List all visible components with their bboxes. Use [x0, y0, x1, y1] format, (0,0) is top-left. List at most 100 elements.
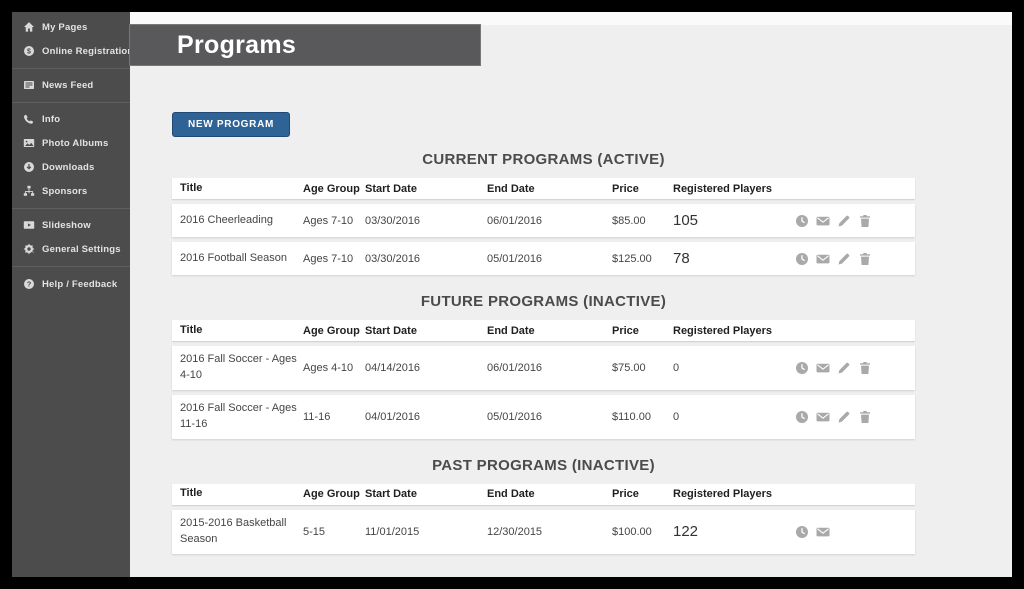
sidebar-item-photo-albums[interactable]: Photo Albums — [12, 131, 130, 155]
edit-icon[interactable] — [837, 214, 851, 228]
sidebar: My Pages $ Online Registration News Feed… — [12, 12, 134, 577]
table-row: 2015-2016 Basketball Season 5-15 11/01/2… — [172, 509, 915, 554]
column-header-title: Title — [180, 323, 203, 336]
column-header-start-date: Start Date — [365, 182, 417, 195]
email-icon[interactable] — [816, 361, 830, 375]
home-icon — [21, 21, 36, 33]
section-heading: PAST PROGRAMS (INACTIVE) — [432, 456, 655, 474]
email-icon[interactable] — [816, 525, 830, 539]
delete-icon[interactable] — [858, 410, 872, 424]
cell-start-date: 04/01/2016 — [365, 410, 421, 423]
sidebar-divider — [12, 208, 130, 209]
column-header-title: Title — [180, 487, 203, 500]
clock-icon[interactable] — [795, 410, 809, 424]
delete-icon[interactable] — [858, 252, 872, 266]
cell-title: 2015-2016 Basketball Season — [180, 516, 287, 545]
section-past-programs: PAST PROGRAMS (INACTIVE) Title Age Group… — [172, 457, 915, 554]
delete-icon[interactable] — [858, 214, 872, 228]
cell-age-group: 5-15 — [303, 525, 326, 538]
cell-price: $85.00 — [612, 214, 646, 227]
sidebar-item-label: Info — [42, 113, 61, 125]
delete-icon[interactable] — [858, 361, 872, 375]
column-header-price: Price — [612, 182, 639, 195]
sidebar-item-sponsors[interactable]: Sponsors — [12, 179, 130, 203]
sidebar-item-general-settings[interactable]: General Settings — [12, 237, 130, 261]
column-header-start-date: Start Date — [365, 324, 417, 337]
clock-icon[interactable] — [795, 252, 809, 266]
cell-age-group: 11-16 — [303, 410, 331, 423]
table-header-row: Title Age Group Start Date End Date Pric… — [172, 483, 915, 505]
phone-icon — [21, 113, 36, 125]
sidebar-item-label: Photo Albums — [42, 137, 109, 149]
section-future-programs: FUTURE PROGRAMS (INACTIVE) Title Age Gro… — [172, 293, 915, 439]
cell-registered-players: 78 — [673, 250, 690, 267]
new-program-button[interactable]: NEW PROGRAM — [172, 112, 291, 137]
dollar-circle-icon: $ — [21, 45, 36, 57]
cell-title: 2016 Football Season — [180, 251, 288, 264]
cell-price: $110.00 — [612, 410, 651, 423]
cell-start-date: 11/01/2015 — [365, 525, 420, 538]
row-actions — [795, 410, 872, 424]
cell-start-date: 03/30/2016 — [365, 214, 421, 227]
cell-start-date: 04/14/2016 — [365, 361, 421, 374]
email-icon[interactable] — [816, 252, 830, 266]
cell-price: $125.00 — [612, 252, 652, 265]
table-row: 2016 Fall Soccer - Ages 4-10 Ages 4-10 0… — [172, 346, 915, 390]
cell-start-date: 03/30/2016 — [365, 252, 421, 265]
page-header-banner: Programs — [130, 25, 480, 65]
sidebar-divider — [12, 266, 130, 267]
cell-age-group: Ages 7-10 — [303, 252, 354, 265]
column-header-start-date: Start Date — [365, 488, 417, 501]
clock-icon[interactable] — [795, 214, 809, 228]
column-header-price: Price — [612, 488, 639, 501]
section-heading: CURRENT PROGRAMS (ACTIVE) — [422, 151, 665, 168]
sidebar-item-slideshow[interactable]: Slideshow — [12, 213, 130, 237]
cell-registered-players: 122 — [673, 523, 699, 541]
column-header-price: Price — [612, 324, 639, 337]
column-header-registered-players: Registered Players — [673, 488, 773, 501]
sidebar-divider — [12, 102, 130, 103]
cell-title: 2016 Fall Soccer - Ages 4-10 — [180, 353, 297, 381]
photo-icon — [21, 137, 36, 149]
section-heading: FUTURE PROGRAMS (INACTIVE) — [420, 293, 667, 310]
section-current-programs: CURRENT PROGRAMS (ACTIVE) Title Age Grou… — [172, 151, 915, 275]
cell-price: $75.00 — [612, 361, 646, 374]
sidebar-item-label: Slideshow — [42, 219, 91, 231]
main-content: Programs NEW PROGRAM CURRENT PROGRAMS (A… — [130, 12, 1012, 577]
edit-icon[interactable] — [837, 410, 851, 424]
table-row: 2016 Cheerleading Ages 7-10 03/30/2016 0… — [172, 204, 915, 237]
sidebar-item-help-feedback[interactable]: ? Help / Feedback — [12, 272, 130, 296]
email-icon[interactable] — [816, 410, 830, 424]
sidebar-item-my-pages[interactable]: My Pages — [12, 15, 130, 39]
clock-icon[interactable] — [795, 361, 809, 375]
sidebar-item-news-feed[interactable]: News Feed — [12, 73, 130, 97]
email-icon[interactable] — [816, 214, 830, 228]
column-header-age-group: Age Group — [303, 488, 360, 501]
cell-end-date: 05/01/2016 — [487, 252, 543, 265]
sidebar-item-info[interactable]: Info — [12, 107, 130, 131]
sitemap-icon — [21, 185, 36, 197]
column-header-age-group: Age Group — [303, 324, 360, 337]
column-header-age-group: Age Group — [303, 182, 360, 195]
page-title: Programs — [177, 30, 297, 59]
edit-icon[interactable] — [837, 361, 851, 375]
row-actions — [795, 361, 872, 375]
cell-end-date: 05/01/2016 — [487, 410, 543, 423]
cell-end-date: 06/01/2016 — [487, 361, 543, 374]
cell-age-group: Ages 4-10 — [303, 361, 354, 374]
help-circle-icon: ? — [21, 278, 36, 290]
table-header-row: Title Age Group Start Date End Date Pric… — [172, 320, 915, 341]
column-header-registered-players: Registered Players — [673, 182, 773, 195]
edit-icon[interactable] — [837, 252, 851, 266]
sidebar-item-label: Sponsors — [42, 185, 88, 197]
sidebar-item-label: Online Registration — [42, 45, 134, 57]
table-header-row: Title Age Group Start Date End Date Pric… — [172, 178, 915, 199]
clock-icon[interactable] — [795, 525, 809, 539]
download-circle-icon — [21, 161, 36, 173]
slideshow-icon — [21, 219, 36, 231]
sidebar-item-online-registration[interactable]: $ Online Registration — [12, 39, 134, 63]
svg-text:$: $ — [27, 49, 31, 56]
sidebar-item-downloads[interactable]: Downloads — [12, 155, 130, 179]
row-actions — [795, 252, 872, 266]
